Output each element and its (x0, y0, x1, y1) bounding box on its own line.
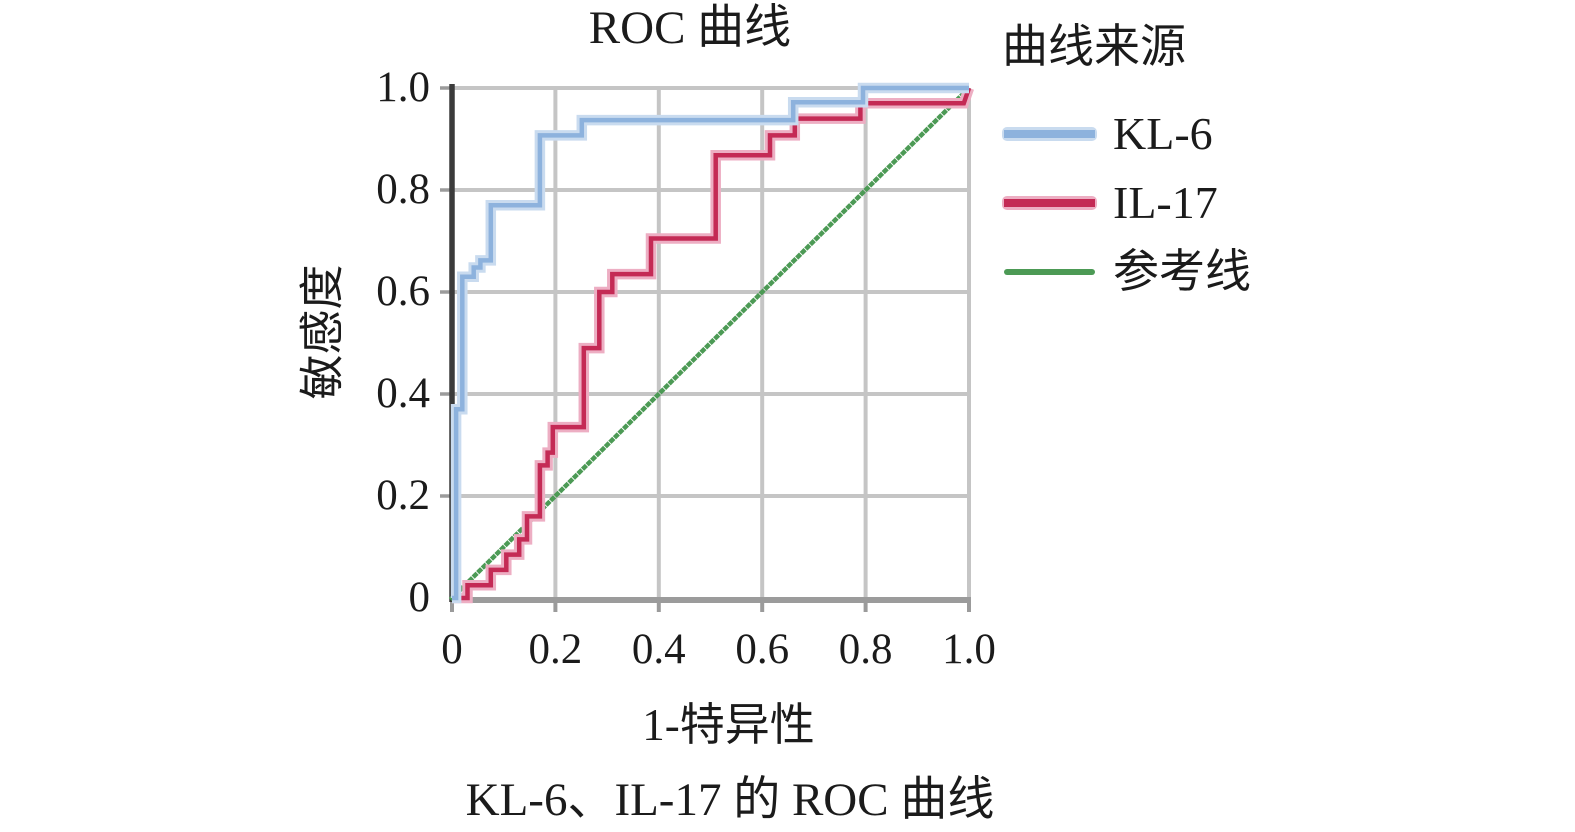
figure-caption: KL-6、IL-17 的 ROC 曲线 (465, 774, 995, 826)
legend-item-il-17: IL-17 (1002, 175, 1472, 231)
x-tick-0.2: 0.2 (528, 626, 583, 673)
y-tick-0.2: 0.2 (376, 472, 430, 519)
legend-swatch-il-17 (1002, 195, 1097, 211)
y-tick-0: 0 (408, 574, 431, 621)
y-tick-1.0: 1.0 (376, 64, 430, 111)
curve-kl-6 (452, 85, 969, 601)
roc-plot-svg (440, 82, 974, 612)
legend-swatch-kl-6 (1002, 126, 1097, 142)
x-tick-0.4: 0.4 (631, 626, 686, 673)
x-axis-label: 1-特异性 (642, 700, 815, 750)
x-axis-tick-labels: 0 0.2 0.4 0.6 0.8 1.0 (441, 626, 996, 676)
legend: 曲线来源 KL-6 IL-17 参考线 (1002, 18, 1472, 313)
x-tick-0.6: 0.6 (735, 626, 790, 673)
y-tick-0.8: 0.8 (376, 166, 430, 213)
legend-label-参考线: 参考线 (1113, 246, 1251, 297)
legend-item-kl-6: KL-6 (1002, 106, 1472, 162)
legend-swatch-参考线 (1002, 264, 1097, 280)
y-tick-0.6: 0.6 (376, 268, 430, 315)
legend-swatch-core (1004, 269, 1095, 275)
chart-title: ROC 曲线 (588, 2, 792, 54)
x-tick-1.0: 1.0 (942, 626, 996, 673)
legend-label-il-17: IL-17 (1113, 177, 1218, 228)
y-tick-0.4: 0.4 (376, 370, 430, 417)
curve-il-17 (452, 87, 972, 601)
y-axis-tick-labels: 0 0.2 0.4 0.6 0.8 1.0 (320, 65, 430, 621)
legend-item-参考线: 参考线 (1002, 244, 1472, 300)
x-tick-0.8: 0.8 (838, 626, 893, 673)
legend-title: 曲线来源 (1002, 21, 1186, 72)
legend-swatch-core (1004, 199, 1095, 207)
legend-label-kl-6: KL-6 (1113, 108, 1213, 159)
legend-items: KL-6 IL-17 参考线 (1002, 106, 1472, 300)
legend-swatch-core (1004, 130, 1095, 138)
roc-plot-area (440, 82, 974, 612)
x-tick-0: 0 (441, 626, 463, 673)
